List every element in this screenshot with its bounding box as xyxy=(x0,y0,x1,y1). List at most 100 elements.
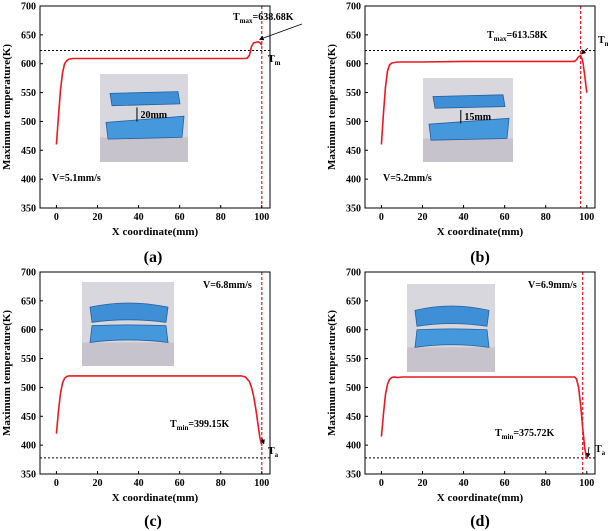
y-tick-label: 550 xyxy=(21,354,36,365)
chart-panel-a: 20mm 0 20 40 60 80 100 350 400 450 500 550 600 650 700… xyxy=(1,2,303,238)
specimen-photo xyxy=(407,284,495,372)
y-tick-label: 650 xyxy=(21,30,36,41)
chart-panel-d: 0 20 40 60 80 100 350 400 450 500 550 600 650 700 X co… xyxy=(326,268,606,505)
x-tick-label: 60 xyxy=(175,212,185,223)
extreme-temperature-annotation: Tmin=399.15K xyxy=(170,419,230,432)
y-axis-label: Maximum temperature(K) xyxy=(1,310,13,436)
y-tick-label: 350 xyxy=(346,204,361,215)
plot-frame xyxy=(39,5,271,209)
y-tick-label: 500 xyxy=(346,383,361,394)
y-tick-label: 400 xyxy=(346,441,361,452)
y-tick-label: 700 xyxy=(21,2,36,13)
annotation-arrow-icon xyxy=(260,437,265,445)
series-line-0 xyxy=(55,375,263,446)
y-tick-label: 700 xyxy=(346,268,361,279)
speed-label: V=6.8mm/s xyxy=(203,280,252,291)
extreme-temperature-annotation-symbol: T xyxy=(487,30,494,41)
extreme-temperature-annotation: Tmin=375.72K xyxy=(495,428,555,441)
x-tick-label: 80 xyxy=(541,478,551,489)
x-axis-label: X coordinate(mm) xyxy=(112,226,199,238)
reference-line-label: Ta xyxy=(595,444,606,457)
gap-label: 15mm xyxy=(464,112,491,123)
y-tick-label: 350 xyxy=(21,470,36,481)
y-tick-label: 450 xyxy=(21,412,36,423)
y-tick-label: 700 xyxy=(21,268,36,279)
x-tick-label: 20 xyxy=(93,212,103,223)
y-tick-label: 400 xyxy=(21,441,36,452)
y-tick-label: 700 xyxy=(346,2,361,13)
y-tick-label: 650 xyxy=(21,296,36,307)
extreme-temperature-annotation-symbol: T xyxy=(495,428,502,439)
x-tick-label: 100 xyxy=(579,212,594,223)
plot-frame xyxy=(39,271,271,475)
specimen-upper-strip xyxy=(109,91,181,107)
specimen-lower-strip xyxy=(414,328,490,348)
y-tick-label: 400 xyxy=(21,175,36,186)
reference-line-label: Tm xyxy=(598,35,608,48)
specimen-photo xyxy=(82,282,174,366)
photo-table-shadow xyxy=(407,347,495,372)
extreme-temperature-annotation-value: =399.15K xyxy=(188,419,229,430)
extreme-temperature-annotation: Tmax=638.68K xyxy=(233,12,294,25)
speed-label: V=5.1mm/s xyxy=(52,173,101,184)
y-tick-label: 550 xyxy=(346,354,361,365)
y-tick-label: 450 xyxy=(346,412,361,423)
photo-table-shadow xyxy=(423,138,513,162)
y-tick-label: 500 xyxy=(21,383,36,394)
specimen-lower-strip xyxy=(105,115,185,140)
speed-label: V=5.2mm/s xyxy=(383,173,432,184)
x-tick-label: 80 xyxy=(216,478,226,489)
y-axis-label: Maximum temperature(K) xyxy=(1,44,13,170)
y-axis-label: Maximum temperature(K) xyxy=(326,310,338,436)
x-axis-label: X coordinate(mm) xyxy=(437,226,524,238)
y-tick-label: 450 xyxy=(346,146,361,157)
y-tick-label: 600 xyxy=(346,59,361,70)
photo-table-shadow xyxy=(82,342,174,366)
x-tick-label: 20 xyxy=(418,212,428,223)
x-tick-label: 20 xyxy=(93,478,103,489)
x-tick-label: 40 xyxy=(459,478,469,489)
y-tick-label: 400 xyxy=(346,175,361,186)
x-tick-label: 60 xyxy=(500,478,510,489)
extreme-temperature-annotation-subscript: max xyxy=(240,17,253,25)
plot-frame xyxy=(364,271,596,475)
specimen-photo: 15mm xyxy=(423,78,513,162)
x-tick-label: 20 xyxy=(418,478,428,489)
x-tick-label: 80 xyxy=(216,212,226,223)
y-tick-label: 600 xyxy=(21,325,36,336)
panel-label: (b) xyxy=(470,249,490,266)
x-tick-label: 40 xyxy=(459,212,469,223)
annotation-arrow-icon xyxy=(581,47,589,55)
y-tick-label: 350 xyxy=(21,204,36,215)
y-tick-label: 600 xyxy=(346,325,361,336)
y-tick-label: 650 xyxy=(346,296,361,307)
x-axis-label: X coordinate(mm) xyxy=(112,492,199,504)
specimen-upper-strip xyxy=(414,305,490,327)
series-line-0 xyxy=(380,376,588,460)
specimen-upper-strip xyxy=(432,94,506,109)
specimen-photo: 20mm xyxy=(100,74,188,162)
x-tick-label: 40 xyxy=(134,478,144,489)
reference-line-label-symbol: T xyxy=(268,54,275,65)
x-tick-label: 0 xyxy=(54,212,59,223)
series-line-0 xyxy=(380,54,588,145)
x-tick-label: 0 xyxy=(379,478,384,489)
y-axis-label: Maximum temperature(K) xyxy=(326,44,338,170)
gap-label: 20mm xyxy=(140,110,167,121)
specimen-lower-strip xyxy=(428,117,510,141)
specimen-upper-strip xyxy=(89,302,169,323)
extreme-temperature-annotation-subscript: min xyxy=(177,424,189,432)
x-tick-label: 100 xyxy=(254,212,269,223)
reference-line-label-subscript: a xyxy=(602,449,606,457)
x-axis-label: X coordinate(mm) xyxy=(437,492,524,504)
reference-line-label-subscript: m xyxy=(605,40,608,48)
panel-label: (a) xyxy=(144,249,163,266)
panel-label: (c) xyxy=(144,513,162,530)
y-tick-label: 600 xyxy=(21,59,36,70)
chart-panel-c: 0 20 40 60 80 100 350 400 450 500 550 600 650 700 X co… xyxy=(1,268,279,505)
chart-panel-b: 15mm 0 20 40 60 80 100 350 400 450 500 550 600 650 700… xyxy=(326,2,608,239)
y-tick-label: 500 xyxy=(346,117,361,128)
x-tick-label: 100 xyxy=(254,478,269,489)
plot-frame xyxy=(364,5,596,209)
